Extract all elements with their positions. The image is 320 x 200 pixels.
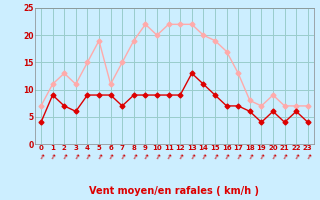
Text: ↑: ↑ [141,154,149,162]
Text: ↑: ↑ [49,154,57,162]
Text: ↑: ↑ [222,154,231,162]
Text: ↑: ↑ [234,154,242,162]
Text: ↑: ↑ [211,154,219,162]
Text: ↑: ↑ [130,154,138,162]
Text: ↑: ↑ [153,154,161,162]
Text: ↑: ↑ [176,154,184,162]
Text: ↑: ↑ [37,154,45,162]
Text: ↑: ↑ [199,154,207,162]
Text: ↑: ↑ [95,154,103,162]
Text: ↑: ↑ [72,154,80,162]
Text: ↑: ↑ [292,154,300,162]
Text: ↑: ↑ [60,154,68,162]
Text: ↑: ↑ [257,154,266,162]
Text: ↑: ↑ [118,154,126,162]
Text: ↑: ↑ [246,154,254,162]
Text: ↑: ↑ [164,154,173,162]
Text: ↑: ↑ [281,154,289,162]
Text: ↑: ↑ [269,154,277,162]
Text: ↑: ↑ [304,154,312,162]
Text: Vent moyen/en rafales ( km/h ): Vent moyen/en rafales ( km/h ) [89,186,260,196]
Text: ↑: ↑ [188,154,196,162]
Text: ↑: ↑ [83,154,92,162]
Text: ↑: ↑ [107,154,115,162]
